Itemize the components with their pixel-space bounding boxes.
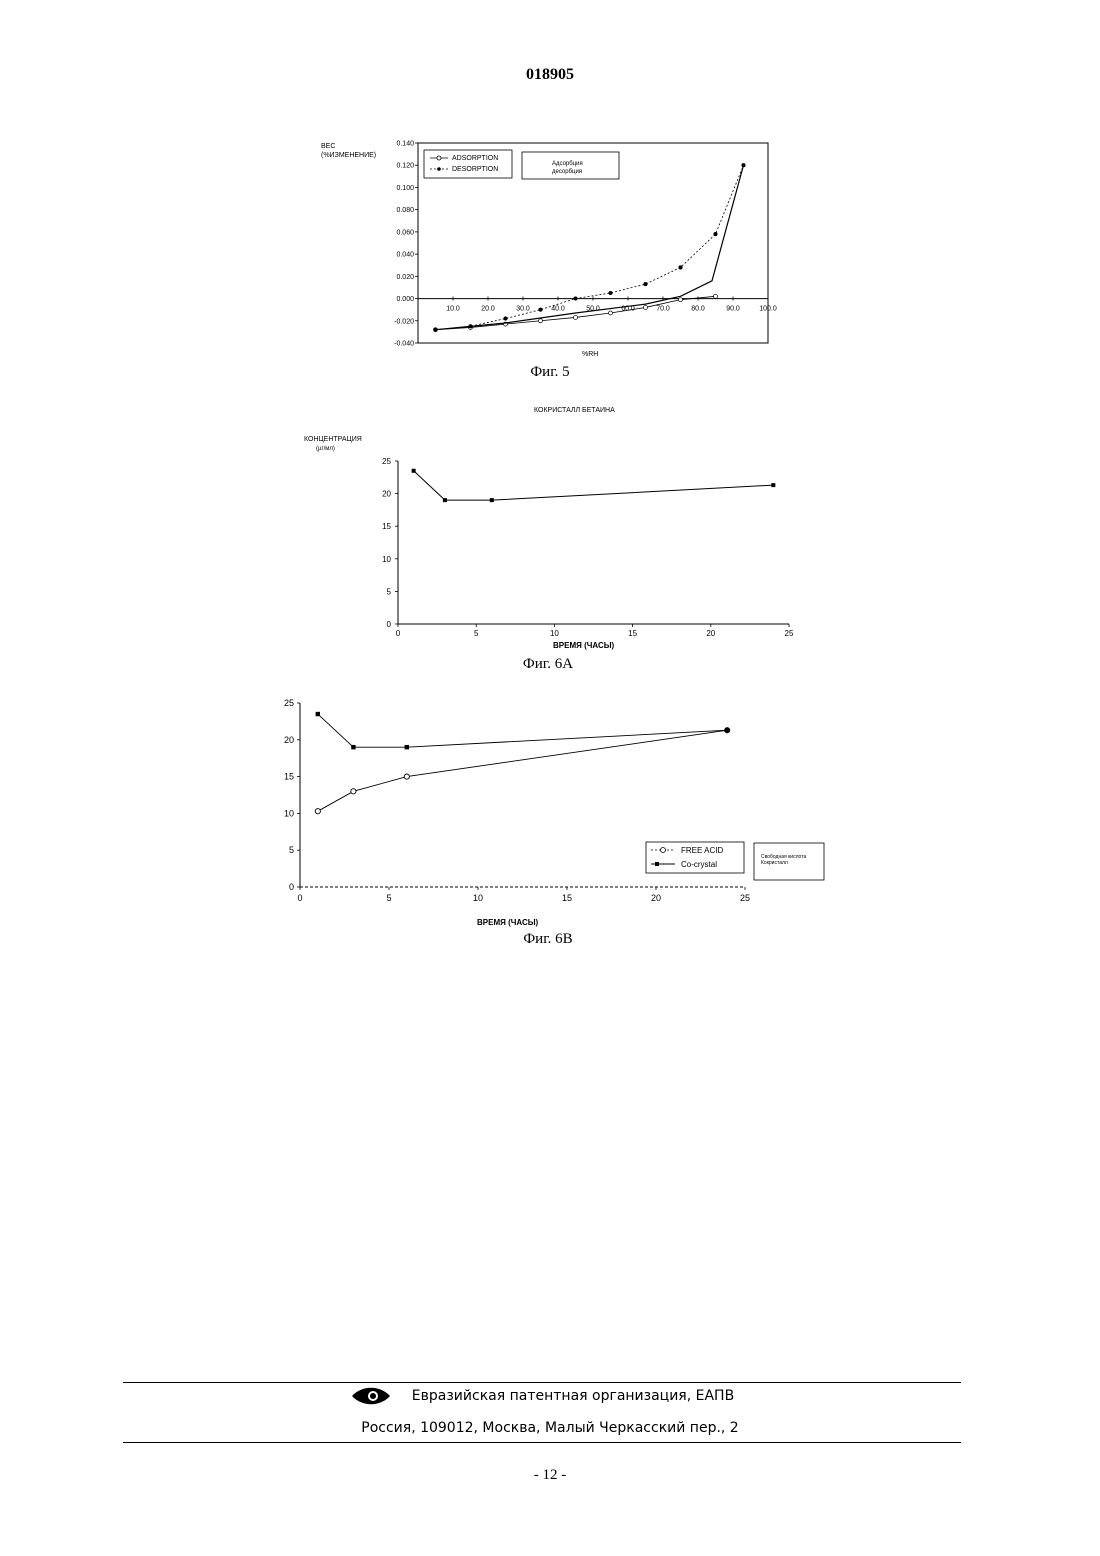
- fig5-ytick-label: 0.120: [396, 163, 414, 170]
- fig5-xtick-label: 100.0: [759, 306, 777, 313]
- figure-6b-caption: Фиг. 6B: [488, 931, 608, 948]
- fig5-point: [609, 311, 613, 315]
- fig5-point: [714, 294, 718, 298]
- fig6a-title: КОКРИСТАЛЛ БЕТАИНА: [534, 407, 615, 414]
- fig6b-point-freeacid: [404, 774, 409, 779]
- fig5-ytick-label: 0.020: [396, 274, 414, 281]
- fig6b-ytick-label: 0: [289, 882, 294, 892]
- fig5-xtick-label: 90.0: [726, 306, 740, 313]
- fig6a-ytick-label: 20: [382, 490, 391, 499]
- fig5-ytick-label: 0.000: [396, 296, 414, 303]
- fig6b-xtick-label: 5: [386, 893, 391, 903]
- fig6a-xtick-label: 0: [396, 629, 401, 638]
- fig6a-series-line: [414, 471, 774, 500]
- fig6a-ylabel-line1: КОНЦЕНТРАЦИЯ: [304, 436, 362, 443]
- fig5-ytick-label: 0.140: [396, 141, 414, 148]
- fig5-point: [714, 232, 717, 235]
- fig6b-xlabel: ВРЕМЯ (ЧАСЫ): [477, 918, 539, 927]
- fig6a-ytick-label: 5: [387, 587, 392, 596]
- fig5-ylabel-line1: BEC: [321, 143, 335, 150]
- fig6a-ytick-label: 0: [387, 620, 392, 629]
- fig5-ytick-label: 0.060: [396, 229, 414, 236]
- fig5-xtick-label: 20.0: [481, 306, 495, 313]
- fig6a-xtick-label: 5: [474, 629, 479, 638]
- fig6b-series-line: [318, 730, 727, 811]
- fig5-point: [609, 291, 612, 294]
- fig6b-legend-cocrystal-label: Co-crystal: [681, 860, 717, 869]
- fig5-xtick-label: 80.0: [691, 306, 705, 313]
- footer-bottom-rule: [123, 1442, 961, 1443]
- fig5-ylabel-line2: (%ИЗМЕНЕНИЕ): [321, 152, 376, 159]
- fig5-ytick-label: -0.020: [394, 318, 414, 325]
- fig6b-ytick-label: 10: [284, 808, 294, 818]
- fig5-point: [679, 298, 683, 302]
- fig6b-series-line: [318, 714, 727, 747]
- fig5-ytick-label: -0.040: [394, 341, 414, 348]
- fig6a-xtick-label: 15: [628, 629, 637, 638]
- fig5-point: [644, 282, 647, 285]
- fig6a-xtick-label: 10: [550, 629, 559, 638]
- fig5-point: [574, 297, 577, 300]
- fig6b-translation-line2: Кокристалл: [761, 860, 788, 866]
- fig5-xtick-label: 40.0: [551, 306, 565, 313]
- fig5-point: [539, 319, 543, 323]
- footer-top-rule: [123, 1382, 961, 1383]
- fig6b-xtick-label: 0: [297, 893, 302, 903]
- fig5-point: [679, 266, 682, 269]
- fig6a-point: [771, 483, 775, 487]
- fig5-legend-desorption-marker: [437, 167, 441, 171]
- fig6a-point: [412, 469, 416, 473]
- fig5-point: [574, 315, 578, 319]
- fig6b-point-cocrystal: [725, 728, 729, 732]
- fig6b-point-cocrystal: [316, 712, 320, 716]
- fig6b-legend-freeacid-marker: [661, 848, 666, 853]
- fig6b-point-cocrystal: [351, 745, 355, 749]
- fig5-ytick-label: 0.040: [396, 252, 414, 259]
- fig5-translation-line2: десорбция: [552, 169, 582, 175]
- fig6b-point-freeacid: [351, 789, 356, 794]
- fig6a-xtick-label: 20: [706, 629, 715, 638]
- fig5-ytick-label: 0.080: [396, 207, 414, 214]
- fig6a-xtick-label: 25: [785, 629, 794, 638]
- footer-address: Россия, 109012, Москва, Малый Черкасский…: [0, 1420, 1100, 1436]
- fig5-point: [644, 305, 648, 309]
- figure-6a-caption: Фиг. 6A: [488, 656, 608, 673]
- fig6b-legend-freeacid-label: FREE ACID: [681, 846, 723, 855]
- fig6b-xtick-label: 15: [562, 893, 572, 903]
- fig5-legend-desorption-label: DESORPTION: [452, 166, 498, 173]
- fig5-xlabel: %RH: [582, 351, 598, 358]
- footer-org: Евразийская патентная организация, ЕАПВ: [0, 1388, 1100, 1404]
- fig6a-xlabel: ВРЕМЯ (ЧАСЫ): [553, 641, 615, 650]
- fig6b-ytick-label: 15: [284, 772, 294, 782]
- fig5-legend-adsorption-label: ADSORPTION: [452, 155, 498, 162]
- fig5-ytick-label: 0.100: [396, 185, 414, 192]
- fig6b-ytick-label: 5: [289, 845, 294, 855]
- fig6b-point-cocrystal: [405, 745, 409, 749]
- fig6b-ytick-label: 25: [284, 698, 294, 708]
- fig6a-ytick-label: 10: [382, 555, 391, 564]
- fig6a-ytick-label: 15: [382, 522, 391, 531]
- fig5-translation-line1: Адсорбция: [552, 161, 583, 167]
- fig6a-point: [443, 498, 447, 502]
- fig6a-ylabel-line2: (µг/мл): [316, 446, 335, 452]
- fig6b-xtick-label: 10: [473, 893, 483, 903]
- fig5-point: [504, 317, 507, 320]
- fig6b-xtick-label: 20: [651, 893, 661, 903]
- fig5-xtick-label: 70.0: [656, 306, 670, 313]
- fig5-xtick-label: 30.0: [516, 306, 530, 313]
- figure-5-caption: Фиг. 5: [490, 364, 610, 381]
- page-number: - 12 -: [0, 1467, 1100, 1484]
- fig6a-point: [490, 498, 494, 502]
- fig6b-legend-cocrystal-marker: [655, 862, 659, 866]
- fig6b-xtick-label: 25: [740, 893, 750, 903]
- fig5-point: [539, 308, 542, 311]
- fig6b-ytick-label: 20: [284, 735, 294, 745]
- fig6b-point-freeacid: [315, 809, 320, 814]
- fig6a-ytick-label: 25: [382, 457, 391, 466]
- fig5-legend-adsorption-marker: [437, 156, 441, 160]
- fig5-xtick-label: 10.0: [446, 306, 460, 313]
